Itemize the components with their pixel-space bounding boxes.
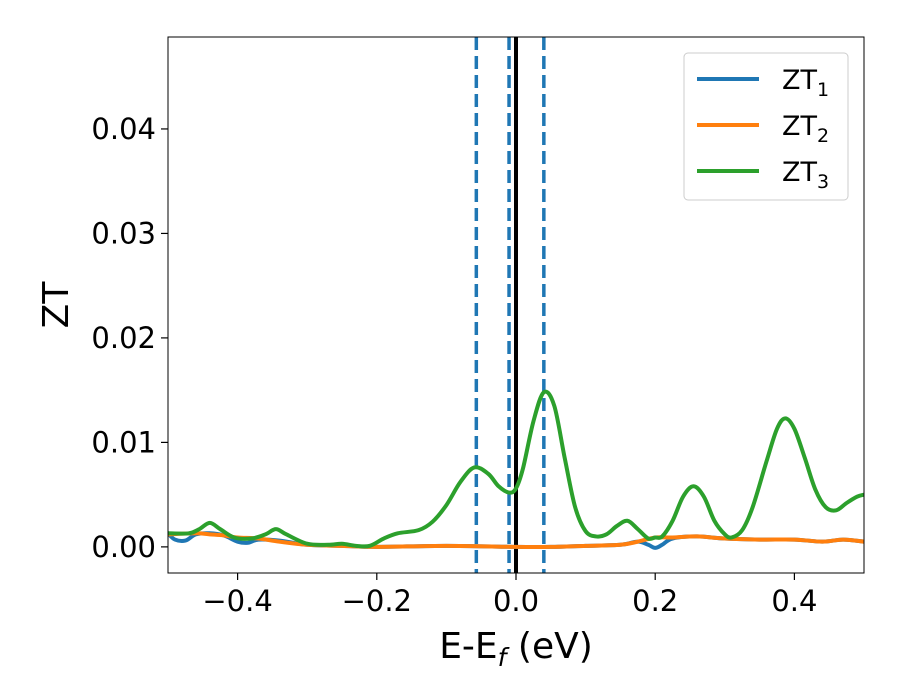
series-lines <box>168 389 864 550</box>
x-axis-title-unit: (eV) <box>506 626 592 667</box>
legend-label-zt3: ZT3 <box>782 157 829 193</box>
x-tick-label: 0.4 <box>771 584 817 618</box>
x-tick-label: −0.4 <box>202 584 272 618</box>
legend-label-main: ZT <box>782 157 817 188</box>
legend-box <box>683 52 849 201</box>
legend-label-main: ZT <box>782 65 817 96</box>
y-tick-label: 0.00 <box>91 530 156 564</box>
legend-label-subscript: 1 <box>817 79 829 101</box>
legend-label-zt2: ZT2 <box>782 111 829 147</box>
x-axis-ticks: −0.4 −0.2 0.0 0.2 0.4 <box>202 573 817 618</box>
y-axis-ticks: 0.00 0.01 0.02 0.03 0.04 <box>91 112 168 564</box>
x-axis-title-main: E-E <box>439 626 497 667</box>
y-tick-label: 0.02 <box>91 321 156 355</box>
y-tick-label: 0.04 <box>91 112 156 146</box>
legend-label-zt1: ZT1 <box>782 65 829 101</box>
legend-label-subscript: 3 <box>817 171 829 193</box>
y-tick-label: 0.03 <box>91 216 156 250</box>
legend-label-subscript: 2 <box>817 125 829 147</box>
y-axis-title: ZT <box>36 281 77 329</box>
x-tick-label: 0.2 <box>632 584 678 618</box>
reference-lines <box>474 37 546 573</box>
series-line-zt3 <box>168 389 864 549</box>
x-tick-label: 0.0 <box>493 584 539 618</box>
legend-label-main: ZT <box>782 111 817 142</box>
y-tick-label: 0.01 <box>91 425 156 459</box>
x-axis-title: E-Ef (eV) <box>439 626 593 672</box>
x-tick-label: −0.2 <box>342 584 412 618</box>
